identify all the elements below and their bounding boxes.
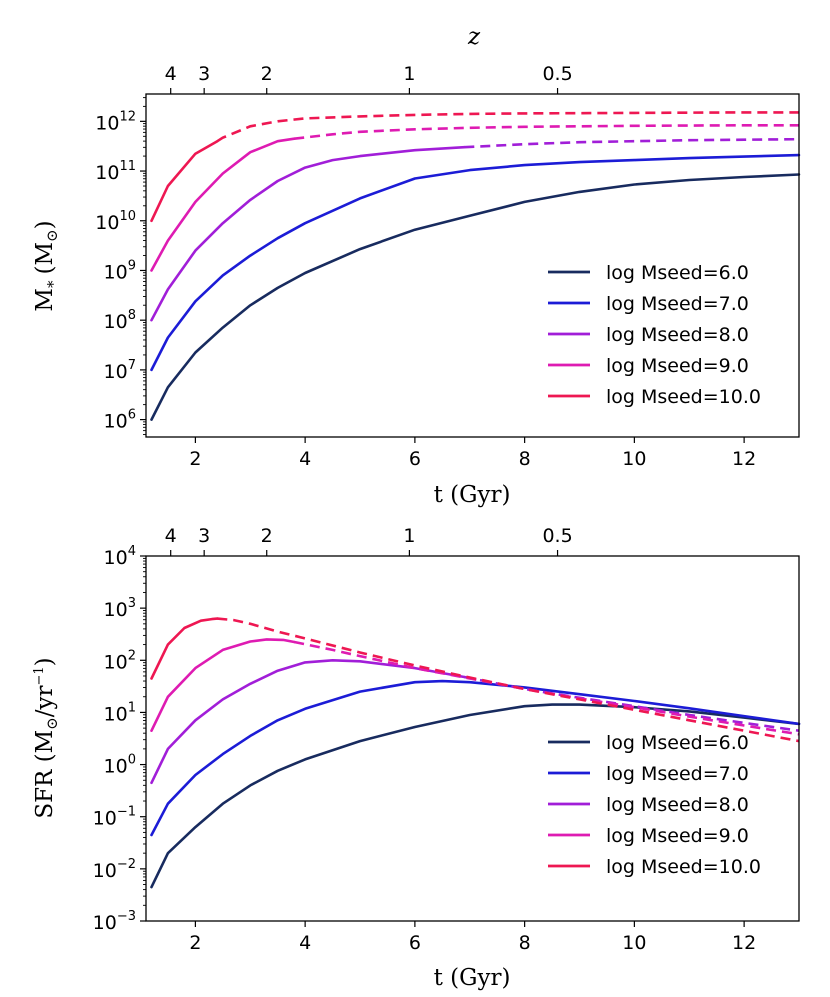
- top-z-tick-label: 4: [165, 525, 177, 547]
- y-tick-label: 104: [104, 544, 136, 569]
- x-axis-label: t (Gyr): [434, 965, 511, 991]
- legend: log Mseed=6.0 log Mseed=7.0 log Mseed=8.0 l…: [548, 732, 761, 878]
- y-tick-label: 10−2: [93, 857, 136, 882]
- top-z-tick-label: 1: [403, 525, 415, 547]
- series-dashed-line-Mseed10: [217, 617, 800, 743]
- top-z-tick-label: 3: [198, 525, 210, 547]
- top-z-axis-label: z: [467, 24, 481, 50]
- series-dashed-line-Mseed8: [464, 675, 800, 732]
- x-tick-label: 2: [189, 448, 201, 470]
- series-line-Mseed9: [150, 137, 296, 272]
- y-axis-label: M*(M⊙): [32, 220, 62, 311]
- y-tick-label: 102: [104, 648, 136, 673]
- series-line-Mseed10: [150, 139, 219, 223]
- series-dashed-line-Mseed8: [464, 137, 800, 149]
- x-tick-label: 4: [299, 448, 311, 470]
- y-tick-label: 107: [104, 358, 136, 383]
- top-z-tick-label: 4: [165, 63, 177, 85]
- legend-label: log Mseed=6.0: [606, 262, 749, 284]
- legend-label: log Mseed=10.0: [606, 856, 761, 878]
- sfr-panel: 2 4 6 8 10 124 3 2 1 0.510−310−210−11001011021031…: [32, 525, 801, 991]
- legend-label: log Mseed=8.0: [606, 794, 749, 816]
- legend: log Mseed=6.0 log Mseed=7.0 log Mseed=8.0 l…: [548, 262, 761, 408]
- top-z-tick-label: 0.5: [542, 63, 572, 85]
- y-tick-label: 10−1: [93, 805, 136, 830]
- series-dashed-line-Mseed10: [216, 111, 799, 143]
- y-tick-label: 108: [104, 308, 136, 333]
- series-dashed-line-Mseed9: [293, 640, 800, 736]
- y-tick-label: 1012: [95, 109, 136, 134]
- top-z-tick-label: 3: [198, 63, 210, 85]
- legend-label: log Mseed=10.0: [606, 386, 761, 408]
- y-axis-label: SFR (M⊙/yr−1): [32, 657, 61, 818]
- y-tick-label: 109: [104, 258, 136, 283]
- series-line-Mseed6: [150, 703, 801, 889]
- x-tick-label: 10: [622, 448, 646, 470]
- legend-label: log Mseed=9.0: [606, 825, 749, 847]
- plot-frame: [145, 93, 800, 438]
- axis-ticks: 2 4 6 8 10 124 3 2 1 0.510−310−210−11001011021031…: [93, 525, 757, 954]
- series-line-Mseed8: [150, 145, 466, 322]
- legend-label: log Mseed=6.0: [606, 732, 749, 754]
- y-tick-label: 103: [104, 596, 136, 621]
- legend-label: log Mseed=7.0: [606, 763, 749, 785]
- top-z-tick-label: 1: [403, 63, 415, 85]
- top-z-tick-label: 2: [261, 63, 273, 85]
- legend-label: log Mseed=7.0: [606, 293, 749, 315]
- y-tick-label: 1010: [95, 209, 136, 234]
- series-line-Mseed6: [150, 173, 801, 421]
- series-line-Mseed7: [150, 153, 801, 372]
- x-tick-label: 12: [732, 448, 756, 470]
- series-group: [150, 111, 801, 421]
- series-line-Mseed8: [150, 658, 466, 785]
- series-line-Mseed9: [150, 638, 296, 733]
- legend-label: log Mseed=8.0: [606, 324, 749, 346]
- x-tick-label: 4: [299, 932, 311, 954]
- x-tick-label: 2: [189, 932, 201, 954]
- x-axis-label: t (Gyr): [434, 482, 511, 508]
- x-tick-label: 8: [519, 448, 531, 470]
- plot-frame: [145, 555, 800, 922]
- y-tick-label: 1011: [95, 159, 136, 184]
- series-line-Mseed10: [150, 617, 219, 680]
- y-tick-label: 10−3: [93, 909, 136, 934]
- y-tick-label: 100: [104, 753, 136, 778]
- y-tick-label: 106: [104, 408, 136, 433]
- legend-label: log Mseed=9.0: [606, 355, 749, 377]
- x-tick-label: 10: [622, 932, 646, 954]
- series-group: [150, 617, 801, 889]
- x-tick-label: 6: [409, 932, 421, 954]
- y-tick-label: 101: [104, 700, 136, 725]
- series-line-Mseed7: [150, 679, 801, 837]
- stellar-mass-panel: z 2 4 6 8 10 124 3 2 1 0.510610710810910101011101…: [32, 24, 801, 508]
- series-dashed-line-Mseed9: [294, 124, 799, 140]
- x-tick-label: 12: [732, 932, 756, 954]
- top-z-tick-label: 0.5: [542, 525, 572, 547]
- x-tick-label: 6: [409, 448, 421, 470]
- x-tick-label: 8: [519, 932, 531, 954]
- top-z-tick-label: 2: [261, 525, 273, 547]
